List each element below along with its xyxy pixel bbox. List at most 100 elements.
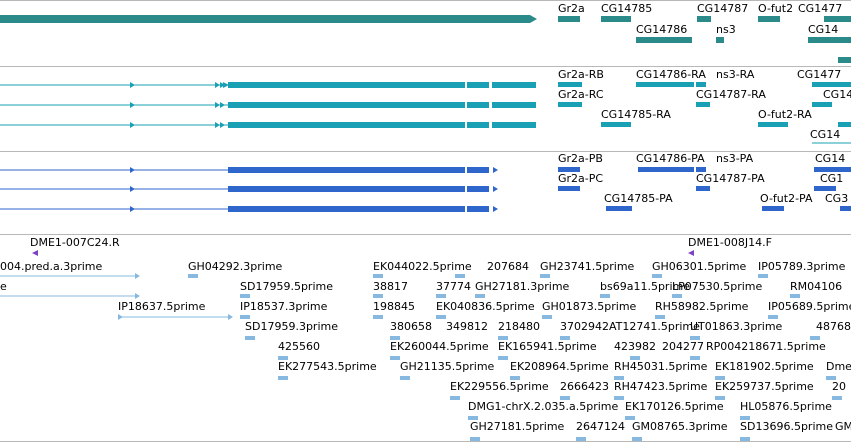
est-label[interactable]: Dme bbox=[826, 360, 851, 373]
est-label[interactable]: IP05689.5prime bbox=[768, 300, 851, 313]
est-label[interactable]: GH04292.3prime bbox=[188, 260, 283, 273]
gene-label[interactable]: CG14 bbox=[808, 23, 839, 36]
est-label[interactable]: 349812 bbox=[446, 320, 488, 333]
transcript-label[interactable]: CG14 bbox=[823, 88, 851, 101]
est-label[interactable]: EK165941.5prime bbox=[498, 340, 597, 353]
protein-label[interactable]: CG14786-PA bbox=[636, 152, 705, 165]
protein-label[interactable]: CG3 bbox=[825, 192, 849, 205]
gene-glyph[interactable] bbox=[636, 37, 692, 43]
gene-glyph[interactable] bbox=[808, 37, 851, 43]
est-label[interactable]: GH27181.3prime bbox=[475, 280, 570, 293]
transcript-label[interactable]: CG14785-RA bbox=[601, 108, 671, 121]
est-label[interactable]: 37774 bbox=[436, 280, 471, 293]
clone-marker[interactable] bbox=[32, 250, 38, 256]
protein-label[interactable]: CG1 bbox=[820, 172, 844, 185]
gene-label[interactable]: ns3 bbox=[716, 23, 736, 36]
est-label[interactable]: UT01863.3prime bbox=[690, 320, 783, 333]
gene-label[interactable]: CG14787 bbox=[697, 2, 749, 15]
gene-label[interactable]: CG14785 bbox=[601, 2, 653, 15]
protein-label[interactable]: Gr2a-PB bbox=[558, 152, 603, 165]
est-label[interactable]: e bbox=[0, 280, 7, 293]
est-label[interactable]: SD17959.3prime bbox=[245, 320, 338, 333]
gene-glyph[interactable] bbox=[838, 57, 851, 63]
est-label[interactable]: 38817 bbox=[373, 280, 408, 293]
gene-glyph[interactable] bbox=[697, 16, 711, 22]
est-label[interactable]: 20 bbox=[832, 380, 846, 393]
clone-label[interactable]: DME1-007C24.R bbox=[30, 236, 120, 249]
gene-glyph[interactable] bbox=[716, 37, 724, 43]
est-label[interactable]: EK277543.5prime bbox=[278, 360, 377, 373]
est-label[interactable]: RH58982.5prime bbox=[655, 300, 749, 313]
est-label[interactable]: 2666423 bbox=[560, 380, 609, 393]
gene-glyph[interactable] bbox=[558, 16, 580, 22]
est-label[interactable]: 204277 bbox=[662, 340, 704, 353]
protein-label[interactable]: O-fut2-PA bbox=[760, 192, 813, 205]
est-label[interactable]: RH45031.5prime bbox=[614, 360, 708, 373]
est-label[interactable]: IP18537.3prime bbox=[240, 300, 328, 313]
est-label[interactable]: EK181902.5prime bbox=[715, 360, 814, 373]
protein-label[interactable]: Gr2a-PC bbox=[558, 172, 604, 185]
est-label[interactable]: HL05876.5prime bbox=[740, 400, 832, 413]
est-label[interactable]: 198845 bbox=[373, 300, 415, 313]
transcript-label[interactable]: ns3-RA bbox=[716, 68, 755, 81]
transcript-exon[interactable] bbox=[228, 82, 465, 88]
est-label[interactable]: EK260044.5prime bbox=[390, 340, 489, 353]
protein-label[interactable]: CG14 bbox=[815, 152, 846, 165]
est-label[interactable]: 3702942AT12741.5prime bbox=[560, 320, 700, 333]
est-label[interactable]: IP05789.3prime bbox=[758, 260, 846, 273]
est-label[interactable]: 2647124 bbox=[576, 420, 625, 433]
gene-label[interactable]: CG14786 bbox=[636, 23, 688, 36]
est-label[interactable]: EK259737.5prime bbox=[715, 380, 814, 393]
clone-markers bbox=[32, 250, 694, 256]
est-label[interactable]: GH01873.5prime bbox=[542, 300, 637, 313]
est-label[interactable]: EK229556.5prime bbox=[450, 380, 549, 393]
est-label[interactable]: GH27181.5prime bbox=[470, 420, 565, 433]
clone-marker[interactable] bbox=[688, 250, 694, 256]
protein-exon[interactable] bbox=[228, 167, 465, 173]
est-label[interactable]: RP004218671.5prime bbox=[706, 340, 826, 353]
est-label[interactable]: LP07530.5prime bbox=[672, 280, 763, 293]
est-label[interactable]: GH21135.5prime bbox=[400, 360, 495, 373]
est-label[interactable]: GM bbox=[835, 420, 851, 433]
est-label[interactable]: RH47423.5prime bbox=[614, 380, 708, 393]
est-label[interactable]: 48768 bbox=[816, 320, 851, 333]
est-label[interactable]: 207684 bbox=[487, 260, 529, 273]
est-label[interactable]: 423982 bbox=[614, 340, 656, 353]
gene-glyph[interactable] bbox=[0, 15, 537, 23]
gene-label[interactable]: Gr2a bbox=[558, 2, 585, 15]
est-label[interactable]: GM08765.3prime bbox=[632, 420, 728, 433]
protein-label[interactable]: CG14787-PA bbox=[696, 172, 765, 185]
gene-glyph[interactable] bbox=[824, 16, 851, 22]
gene-glyph[interactable] bbox=[758, 16, 780, 22]
transcript-label[interactable]: CG14787-RA bbox=[696, 88, 766, 101]
est-label[interactable]: IP18637.5prime bbox=[118, 300, 206, 313]
est-label[interactable]: 380658 bbox=[390, 320, 432, 333]
gene-label[interactable]: CG1477 bbox=[798, 2, 843, 15]
transcript-label[interactable]: Gr2a-RC bbox=[558, 88, 604, 101]
transcript-label[interactable]: Gr2a-RB bbox=[558, 68, 604, 81]
est-label[interactable]: 004.pred.a.3prime bbox=[0, 260, 103, 273]
protein-label[interactable]: ns3-PA bbox=[716, 152, 754, 165]
est-label[interactable]: SD17959.5prime bbox=[240, 280, 333, 293]
transcript-track-glyphs bbox=[0, 82, 851, 144]
gene-label[interactable]: O-fut2 bbox=[758, 2, 794, 15]
est-label[interactable]: DMG1-chrX.2.035.a.5prime bbox=[468, 400, 619, 413]
gene-glyph[interactable] bbox=[601, 16, 631, 22]
est-label[interactable]: SD13696.5prime bbox=[740, 420, 833, 433]
est-label[interactable]: RM04106 bbox=[790, 280, 843, 293]
est-label[interactable]: EK040836.5prime bbox=[436, 300, 535, 313]
transcript-label[interactable]: O-fut2-RA bbox=[758, 108, 812, 121]
est-label[interactable]: EK208964.5prime bbox=[510, 360, 609, 373]
transcript-label[interactable]: CG14 bbox=[810, 128, 841, 141]
est-label[interactable]: 425560 bbox=[278, 340, 320, 353]
est-label[interactable]: 218480 bbox=[498, 320, 540, 333]
protein-label[interactable]: CG14785-PA bbox=[604, 192, 673, 205]
est-label[interactable]: GH23741.5prime bbox=[540, 260, 635, 273]
transcript-label[interactable]: CG14786-RA bbox=[636, 68, 706, 81]
est-label[interactable]: EK170126.5prime bbox=[625, 400, 724, 413]
est-label[interactable]: bs69a11.5prime bbox=[600, 280, 690, 293]
clone-label[interactable]: DME1-008J14.F bbox=[688, 236, 772, 249]
est-label[interactable]: GH06301.5prime bbox=[652, 260, 747, 273]
transcript-label[interactable]: CG1477 bbox=[797, 68, 842, 81]
est-label[interactable]: EK044022.5prime bbox=[373, 260, 472, 273]
